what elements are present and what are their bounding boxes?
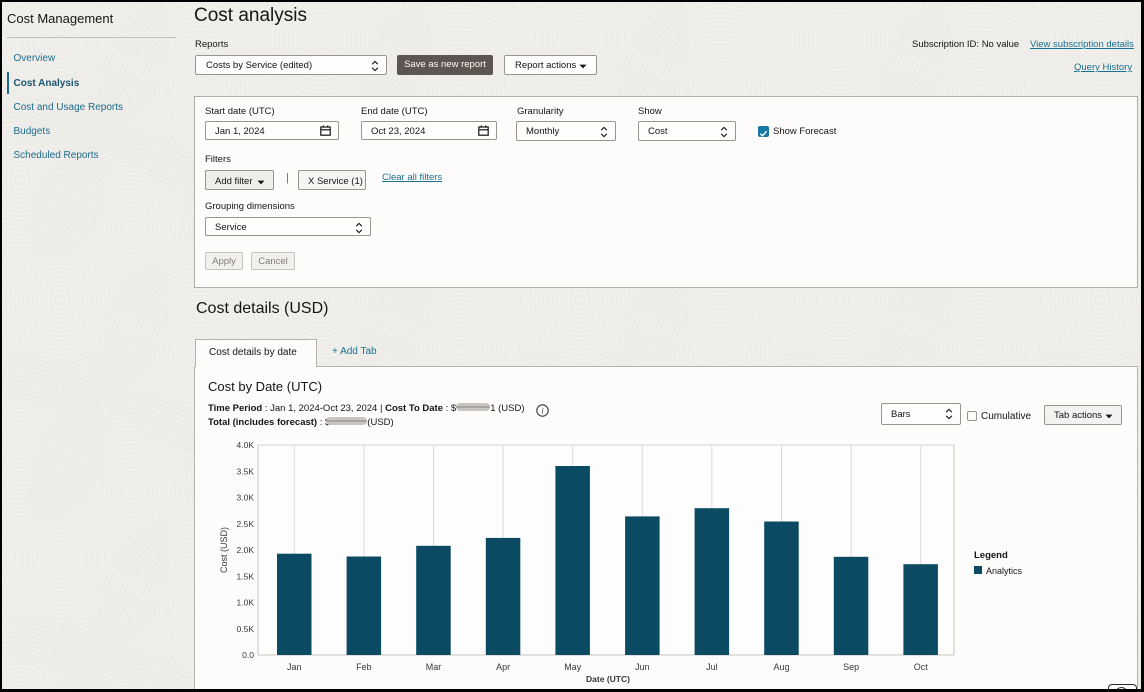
svg-text:i: i	[541, 405, 544, 415]
svg-text:Legend: Legend	[974, 550, 1008, 561]
svg-text:Jan: Jan	[287, 662, 302, 672]
svg-text:Jun: Jun	[635, 662, 650, 672]
svg-text:1.5K: 1.5K	[237, 571, 255, 581]
svg-text:Feb: Feb	[356, 662, 372, 672]
svg-text:0.5K: 0.5K	[237, 624, 255, 634]
svg-text:2.0K: 2.0K	[237, 545, 255, 555]
svg-text:3.0K: 3.0K	[237, 493, 255, 503]
svg-text:Sep: Sep	[843, 662, 859, 672]
svg-text:3.5K: 3.5K	[237, 466, 255, 476]
svg-text:1.0K: 1.0K	[237, 598, 255, 608]
svg-text:4.0K: 4.0K	[237, 440, 255, 450]
svg-text:Date (UTC): Date (UTC)	[586, 674, 630, 684]
svg-text:0.0: 0.0	[242, 650, 254, 660]
svg-text:Analytics: Analytics	[986, 566, 1023, 576]
svg-text:Cost (USD): Cost (USD)	[219, 527, 229, 573]
svg-text:Aug: Aug	[773, 662, 789, 672]
svg-text:Mar: Mar	[426, 662, 442, 672]
svg-text:Oct: Oct	[914, 662, 929, 672]
svg-text:May: May	[564, 662, 582, 672]
svg-text:2.5K: 2.5K	[237, 519, 255, 529]
svg-text:Jul: Jul	[706, 662, 718, 672]
svg-text:Apr: Apr	[496, 662, 510, 672]
